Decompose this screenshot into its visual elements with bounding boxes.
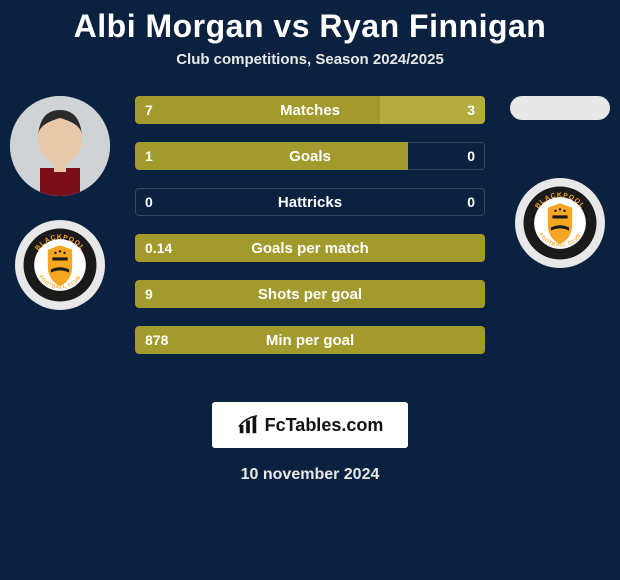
player-left-club-badge: BLACKPOOL FOOTBALL CLUB xyxy=(15,220,105,310)
stat-row: 9Shots per goal xyxy=(135,280,485,308)
footer-brand: FcTables.com xyxy=(212,402,408,448)
page-title: Albi Morgan vs Ryan Finnigan xyxy=(0,0,620,45)
stat-row: 00Hattricks xyxy=(135,188,485,216)
stat-row: 0.14Goals per match xyxy=(135,234,485,262)
left-player-column: BLACKPOOL FOOTBALL CLUB xyxy=(0,96,120,396)
brand-text: FcTables.com xyxy=(265,415,384,436)
player-left-avatar xyxy=(10,96,110,196)
bar-right-fill xyxy=(380,96,485,124)
stat-bars: 73Matches 10Goals 00Hattricks 0.14Goals per… xyxy=(135,96,485,372)
stat-row: 10Goals xyxy=(135,142,485,170)
bar-left-fill xyxy=(135,280,485,308)
bar-left-fill xyxy=(135,96,380,124)
avatar-placeholder-icon xyxy=(10,96,110,196)
player-right-avatar xyxy=(510,96,610,120)
stat-row: 878Min per goal xyxy=(135,326,485,354)
page-subtitle: Club competitions, Season 2024/2025 xyxy=(0,51,620,68)
bar-left-fill xyxy=(135,142,408,170)
footer-date: 10 november 2024 xyxy=(0,466,620,484)
club-badge-icon: BLACKPOOL FOOTBALL CLUB xyxy=(22,227,98,303)
comparison-content: BLACKPOOL FOOTBALL CLUB BLACKPOOL FOOTBA… xyxy=(0,96,620,396)
bar-left-fill xyxy=(135,326,485,354)
bar-track xyxy=(135,188,485,216)
stat-row: 73Matches xyxy=(135,96,485,124)
right-player-column: BLACKPOOL FOOTBALL CLUB xyxy=(500,96,620,396)
brand-logo-icon xyxy=(237,414,259,436)
player-right-club-badge: BLACKPOOL FOOTBALL CLUB xyxy=(515,178,605,268)
bar-left-fill xyxy=(135,234,485,262)
club-badge-icon: BLACKPOOL FOOTBALL CLUB xyxy=(522,185,598,261)
